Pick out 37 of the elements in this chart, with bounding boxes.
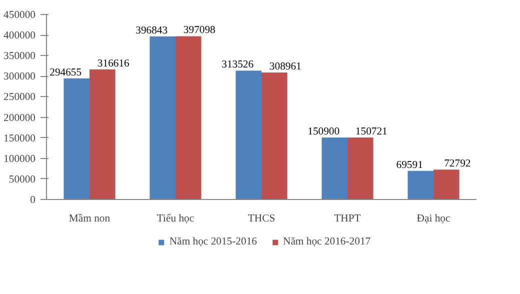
data-label: 397098 <box>183 25 216 36</box>
data-label: 308961 <box>269 61 302 72</box>
y-tick-label: 100000 <box>4 154 36 165</box>
bar <box>64 78 90 200</box>
data-label: 150721 <box>355 126 388 138</box>
bar <box>150 36 176 200</box>
y-tick-label: 450000 <box>4 10 36 21</box>
y-tick-label: 150000 <box>4 133 36 144</box>
bar <box>434 170 460 200</box>
bar <box>408 170 434 200</box>
x-tick-label: Mầm non <box>68 214 111 224</box>
y-tick-label: 250000 <box>4 92 36 104</box>
data-label: 72792 <box>444 158 471 170</box>
y-tick-label: 300000 <box>4 72 36 83</box>
bar <box>322 137 348 200</box>
bar <box>348 138 374 200</box>
data-label: 313526 <box>222 60 254 71</box>
x-tick-label: THPT <box>334 214 362 224</box>
data-label: 150900 <box>308 126 340 138</box>
bar <box>176 36 202 200</box>
y-tick-label: 350000 <box>4 51 36 62</box>
y-tick-label: 200000 <box>4 112 36 124</box>
data-label: 69591 <box>396 160 423 171</box>
data-label: 396843 <box>136 25 168 36</box>
x-tick-label: Tiểu học <box>156 214 194 224</box>
y-tick-label: 0 <box>30 195 36 206</box>
legend-label: Năm học 2015-2016 <box>169 236 257 248</box>
x-tick-label: THCS <box>248 214 276 224</box>
bar <box>236 70 262 200</box>
x-tick-label: Đại học <box>416 214 450 224</box>
bar <box>262 72 288 200</box>
legend-label: Năm học 2016-2017 <box>283 236 371 248</box>
y-tick-label: 400000 <box>4 30 36 42</box>
data-label: 316616 <box>97 58 130 70</box>
bar <box>90 69 116 200</box>
y-tick-label: 50000 <box>8 174 36 186</box>
data-label: 294655 <box>50 67 82 78</box>
